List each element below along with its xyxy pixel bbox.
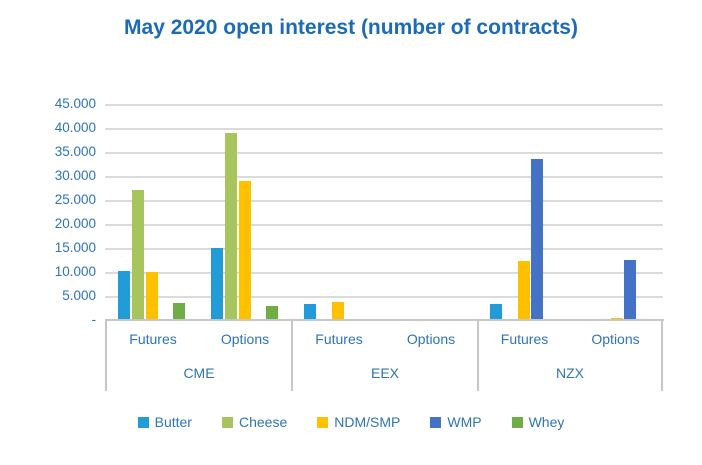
- bar-eex-futures-ndm-smp: [332, 302, 344, 320]
- bar-nzx-futures-butter: [490, 304, 502, 320]
- y-tick-label: 45.000: [54, 96, 96, 111]
- exchange-label-cme: CME: [183, 365, 215, 381]
- bar-nzx-futures-ndm-smp: [518, 261, 530, 320]
- legend-label: Cheese: [238, 414, 288, 430]
- legend-label: Whey: [528, 414, 565, 430]
- legend-item-wmp: WMP: [430, 414, 482, 430]
- plot-area: [105, 104, 663, 320]
- subgroup-label-cme-futures: Futures: [129, 331, 177, 347]
- subgroup-label-row: Futures Options: [293, 329, 477, 349]
- gridline: [105, 224, 663, 226]
- gridline: [105, 200, 663, 202]
- exchange-label-nzx: NZX: [556, 365, 584, 381]
- group-box-cme: Futures Options CME: [105, 321, 291, 391]
- legend-swatch-icon: [317, 416, 329, 428]
- gridline: [105, 296, 663, 298]
- bar-cme-futures-whey: [173, 303, 185, 320]
- gridline: [105, 128, 663, 130]
- bar-cme-options-cheese: [225, 133, 237, 320]
- gridline: [105, 248, 663, 250]
- gridline: [105, 176, 663, 178]
- legend: Butter Cheese NDM/SMP WMP Whey: [0, 414, 702, 430]
- y-tick-label: 20.000: [54, 216, 96, 231]
- legend-swatch-icon: [221, 416, 233, 428]
- x-axis-line: [105, 319, 664, 321]
- gridline: [105, 104, 663, 106]
- y-tick-label: -: [91, 312, 97, 327]
- legend-item-cheese: Cheese: [221, 414, 288, 430]
- subgroup-label-nzx-futures: Futures: [500, 331, 549, 347]
- subgroup-label-row: Futures Options: [107, 329, 291, 349]
- chart-title: May 2020 open interest (number of contra…: [124, 16, 578, 39]
- subgroup-label-eex-futures: Futures: [315, 331, 363, 347]
- legend-item-butter: Butter: [137, 414, 192, 430]
- legend-swatch-icon: [137, 416, 149, 428]
- legend-item-ndm-smp: NDM/SMP: [317, 414, 400, 430]
- y-tick-label: 25.000: [54, 192, 96, 207]
- gridline: [105, 272, 663, 274]
- bar-nzx-options-wmp: [624, 260, 636, 320]
- bar-cme-options-butter: [211, 248, 223, 320]
- category-axis: Futures Options CME Futures Options EEX Future…: [105, 321, 663, 391]
- y-tick-label: 15.000: [54, 240, 96, 255]
- bar-cme-futures-ndm-smp: [146, 272, 158, 320]
- y-tick-label: 35.000: [54, 144, 96, 159]
- legend-item-whey: Whey: [511, 414, 565, 430]
- group-box-eex: Futures Options EEX: [291, 321, 477, 391]
- bar-cme-futures-butter: [118, 271, 130, 320]
- y-tick-label: 10.000: [54, 264, 96, 279]
- bar-cme-futures-cheese: [132, 190, 144, 320]
- legend-label: WMP: [447, 414, 482, 430]
- legend-label: NDM/SMP: [334, 414, 401, 430]
- legend-label: Butter: [154, 414, 192, 430]
- y-tick-label: 5.000: [62, 288, 96, 303]
- exchange-label-eex: EEX: [370, 365, 399, 381]
- subgroup-label-cme-options: Options: [220, 331, 270, 347]
- subgroup-label-row: Futures Options: [479, 329, 661, 349]
- gridline: [105, 152, 663, 154]
- bar-eex-futures-butter: [304, 304, 316, 320]
- group-box-nzx: Futures Options NZX: [477, 321, 663, 391]
- y-tick-label: 40.000: [54, 120, 96, 135]
- bar-nzx-futures-wmp: [531, 159, 543, 320]
- y-tick-label: 30.000: [54, 168, 96, 183]
- subgroup-label-eex-options: Options: [406, 331, 456, 347]
- legend-swatch-icon: [511, 416, 523, 428]
- subgroup-label-nzx-options: Options: [591, 331, 640, 347]
- bar-cme-options-whey: [266, 306, 278, 320]
- bar-cme-options-ndm-smp: [239, 181, 251, 320]
- legend-swatch-icon: [430, 416, 442, 428]
